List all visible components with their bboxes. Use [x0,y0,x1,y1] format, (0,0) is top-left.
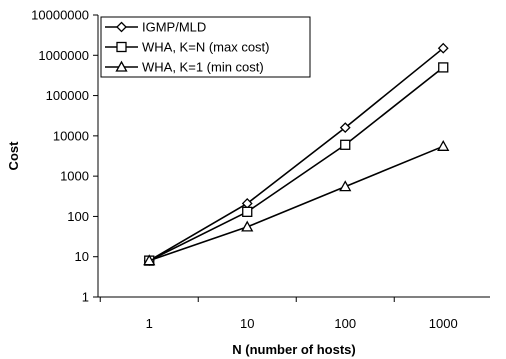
series-triangle [143,139,450,266]
y-tick-label: 10000 [53,128,89,143]
data-point [339,122,351,134]
y-axis-title: Cost [6,141,21,171]
legend-label: IGMP/MLD [142,20,206,35]
y-tick-label: 10000000 [31,8,89,23]
x-tick-label: 1 [146,316,153,331]
legend-marker [116,41,127,53]
series-square [144,62,449,266]
data-point [437,42,449,54]
y-tick-label: 1000000 [38,48,89,63]
data-point [340,139,351,150]
y-tick-label: 100000 [46,88,89,103]
data-point [437,139,450,151]
data-point [242,206,253,217]
data-point [143,254,156,266]
series-line [148,47,444,262]
x-ticks: 1 10 100 1000 [99,297,458,331]
series-line [148,66,444,262]
data-point [241,220,254,232]
legend-entry: WHA, K=N (max cost) [105,40,270,55]
y-tick-label: 100 [67,209,89,224]
data-point [339,180,352,192]
legend-entry: WHA, K=1 (min cost) [105,60,264,75]
data-point [438,62,449,73]
legend-entry: IGMP/MLD [105,20,206,35]
x-tick-label: 100 [334,316,356,331]
x-tick-label: 10 [240,316,254,331]
legend: IGMP/MLD WHA, K=N (max cost) WHA, K=1 (min… [100,16,311,78]
x-axis-title: N (number of hosts) [232,342,356,357]
y-ticks: 1 10 100 1000 10000 100000 1000000 10000000 [31,8,98,305]
y-tick-label: 1 [82,290,89,305]
series-line [148,145,444,262]
legend-marker [116,21,127,33]
legend-label: WHA, K=1 (min cost) [142,60,264,75]
y-tick-label: 1000 [60,169,89,184]
legend-items: IGMP/MLD WHA, K=N (max cost) WHA, K=1 (min… [105,20,270,75]
y-tick-label: 10 [75,249,89,264]
series-layer [143,42,450,267]
legend-label: WHA, K=N (max cost) [142,40,270,55]
legend-marker [115,60,128,72]
x-tick-label: 1000 [429,316,458,331]
axes [97,15,490,298]
